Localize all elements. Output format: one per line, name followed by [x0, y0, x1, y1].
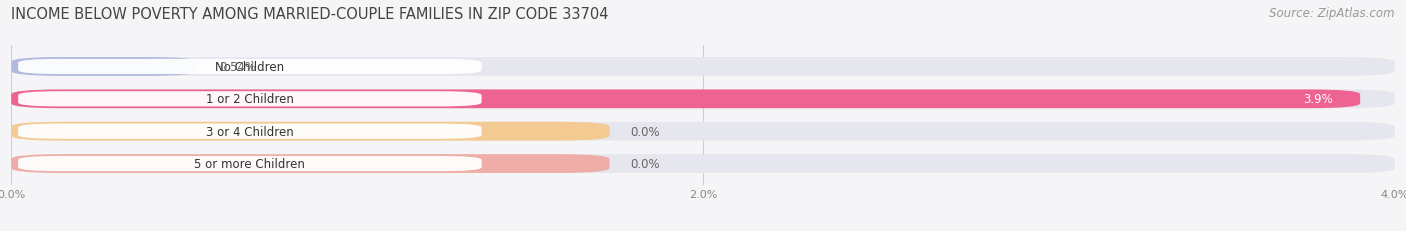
FancyBboxPatch shape	[11, 155, 610, 173]
FancyBboxPatch shape	[18, 156, 482, 171]
FancyBboxPatch shape	[18, 60, 482, 75]
Text: 3.9%: 3.9%	[1303, 93, 1333, 106]
FancyBboxPatch shape	[11, 122, 610, 141]
Text: 0.0%: 0.0%	[630, 157, 659, 170]
FancyBboxPatch shape	[18, 92, 482, 107]
FancyBboxPatch shape	[11, 122, 1395, 141]
Text: 0.54%: 0.54%	[219, 61, 256, 74]
FancyBboxPatch shape	[11, 58, 198, 76]
FancyBboxPatch shape	[11, 155, 1395, 173]
Text: No Children: No Children	[215, 61, 284, 74]
Text: 0.0%: 0.0%	[630, 125, 659, 138]
FancyBboxPatch shape	[11, 90, 1360, 109]
FancyBboxPatch shape	[18, 124, 482, 139]
Text: 3 or 4 Children: 3 or 4 Children	[207, 125, 294, 138]
FancyBboxPatch shape	[11, 58, 1395, 76]
Text: 5 or more Children: 5 or more Children	[194, 157, 305, 170]
Text: INCOME BELOW POVERTY AMONG MARRIED-COUPLE FAMILIES IN ZIP CODE 33704: INCOME BELOW POVERTY AMONG MARRIED-COUPL…	[11, 7, 609, 22]
FancyBboxPatch shape	[11, 90, 1395, 109]
Text: Source: ZipAtlas.com: Source: ZipAtlas.com	[1270, 7, 1395, 20]
Text: 1 or 2 Children: 1 or 2 Children	[205, 93, 294, 106]
